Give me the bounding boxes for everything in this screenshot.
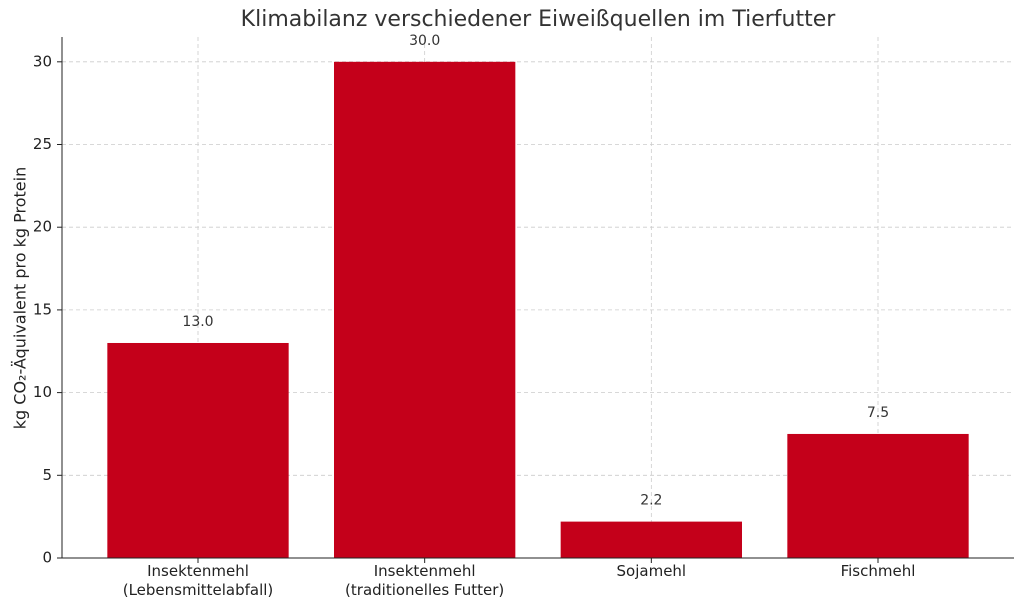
x-tick-label: Insektenmehl (Lebensmittelabfall) — [122, 562, 274, 599]
bar — [334, 61, 516, 559]
x-tick-label: Insektenmehl (traditionelles Futter) — [345, 562, 505, 599]
y-tick-label: 25 — [33, 135, 52, 153]
value-label: 13.0 — [182, 314, 213, 330]
bar — [787, 433, 969, 558]
y-tick-label: 5 — [42, 466, 52, 484]
y-tick-label: 0 — [42, 549, 52, 567]
value-label: 30.0 — [409, 33, 440, 49]
value-label: 7.5 — [867, 405, 889, 421]
chart-title: Klimabilanz verschiedener Eiweißquellen … — [241, 7, 837, 32]
bar — [107, 342, 289, 558]
y-tick-label: 15 — [33, 300, 52, 318]
y-tick-label: 30 — [33, 52, 52, 70]
y-axis-label: kg CO₂-Äquivalent pro kg Protein — [11, 167, 30, 429]
bar — [560, 521, 742, 558]
x-tick-label: Fischmehl — [840, 562, 916, 580]
x-tick-label: Sojamehl — [616, 562, 687, 580]
y-tick-label: 20 — [33, 218, 52, 236]
y-tick-label: 10 — [33, 383, 52, 401]
value-label: 2.2 — [640, 493, 662, 509]
